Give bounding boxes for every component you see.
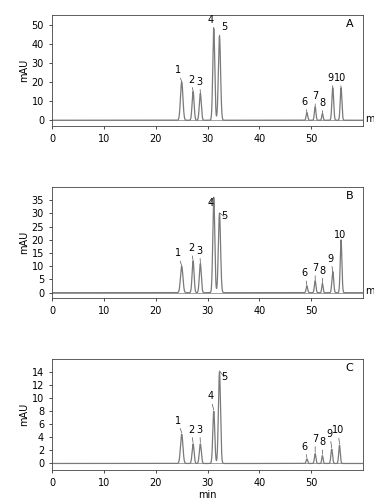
Text: 10: 10 (334, 73, 346, 88)
Text: 9: 9 (328, 73, 334, 88)
Y-axis label: mAU: mAU (19, 403, 29, 426)
Text: 3: 3 (197, 246, 203, 263)
Text: 6: 6 (302, 268, 308, 285)
Text: A: A (346, 20, 353, 30)
Text: 7: 7 (312, 263, 318, 280)
X-axis label: min: min (198, 490, 217, 500)
Text: 7: 7 (312, 91, 318, 106)
Text: 6: 6 (302, 97, 308, 112)
Text: 2: 2 (188, 424, 194, 442)
Text: 5: 5 (220, 212, 227, 222)
Text: 8: 8 (319, 266, 325, 283)
Text: 2: 2 (188, 243, 194, 260)
Text: C: C (346, 364, 353, 374)
Text: 4: 4 (207, 197, 214, 208)
Y-axis label: mAU: mAU (19, 59, 29, 82)
Text: 10: 10 (334, 230, 346, 240)
Text: 1: 1 (175, 248, 182, 266)
Text: 1: 1 (175, 416, 182, 433)
Text: min: min (365, 114, 374, 124)
Text: 2: 2 (188, 75, 194, 91)
Text: 9: 9 (327, 428, 333, 448)
Text: 8: 8 (319, 437, 325, 454)
Text: 4: 4 (207, 14, 214, 28)
Text: B: B (346, 192, 353, 202)
Text: 9: 9 (328, 254, 334, 271)
Y-axis label: mAU: mAU (19, 231, 29, 254)
Text: 4: 4 (207, 392, 214, 410)
Text: 1: 1 (175, 66, 182, 82)
Text: min: min (365, 286, 374, 296)
Text: 5: 5 (220, 22, 227, 36)
Text: 8: 8 (319, 98, 325, 113)
Text: 10: 10 (332, 426, 344, 444)
Text: 5: 5 (220, 371, 227, 382)
Text: 6: 6 (302, 442, 308, 458)
Text: 3: 3 (197, 424, 203, 442)
Text: 3: 3 (197, 77, 203, 93)
Text: 7: 7 (312, 434, 318, 452)
